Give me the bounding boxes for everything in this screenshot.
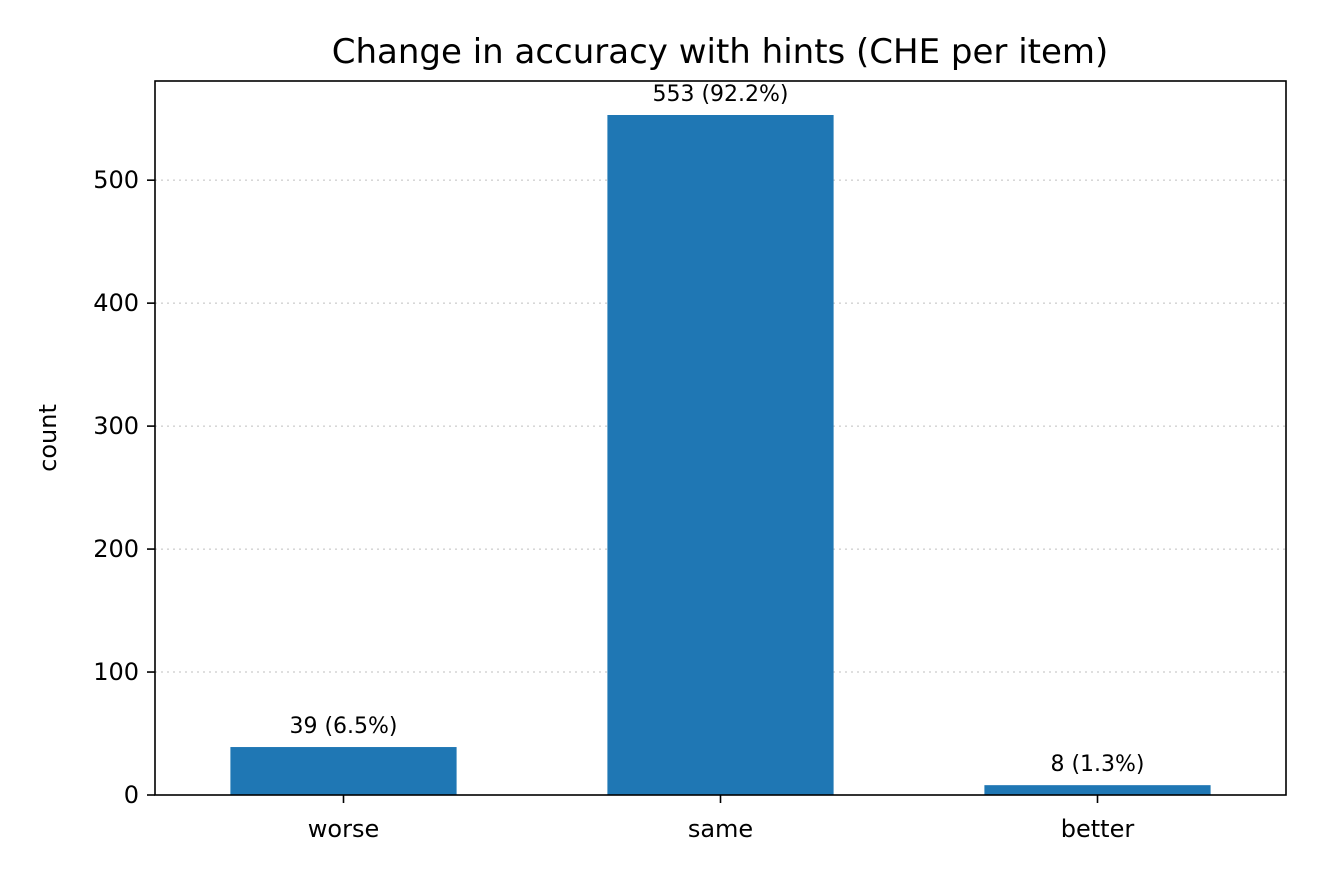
x-tick-label-worse: worse [308,815,379,843]
y-tick-label: 100 [93,658,139,686]
data-label-same: 553 (92.2%) [652,82,788,107]
data-labels-layer: 39 (6.5%) 553 (92.2%) 8 (1.3%) [289,82,1144,777]
chart-title: Change in accuracy with hints (CHE per i… [332,32,1109,72]
bar-same [607,115,834,795]
y-axis-label: count [34,404,62,472]
x-tick-label-same: same [688,815,753,843]
y-tick-label: 300 [93,412,139,440]
bar-worse [230,747,457,795]
y-tick-label: 400 [93,289,139,317]
y-tick-label: 200 [93,535,139,563]
y-tick-label: 500 [93,166,139,194]
bars-layer [230,115,1211,795]
x-tick-label-better: better [1061,815,1135,843]
y-tick-label: 0 [124,781,139,809]
data-label-better: 8 (1.3%) [1050,752,1144,777]
ticks-layer: 0 100 200 300 400 500 worse same better [93,166,1134,843]
bar-better [984,785,1211,795]
data-label-worse: 39 (6.5%) [289,714,397,739]
